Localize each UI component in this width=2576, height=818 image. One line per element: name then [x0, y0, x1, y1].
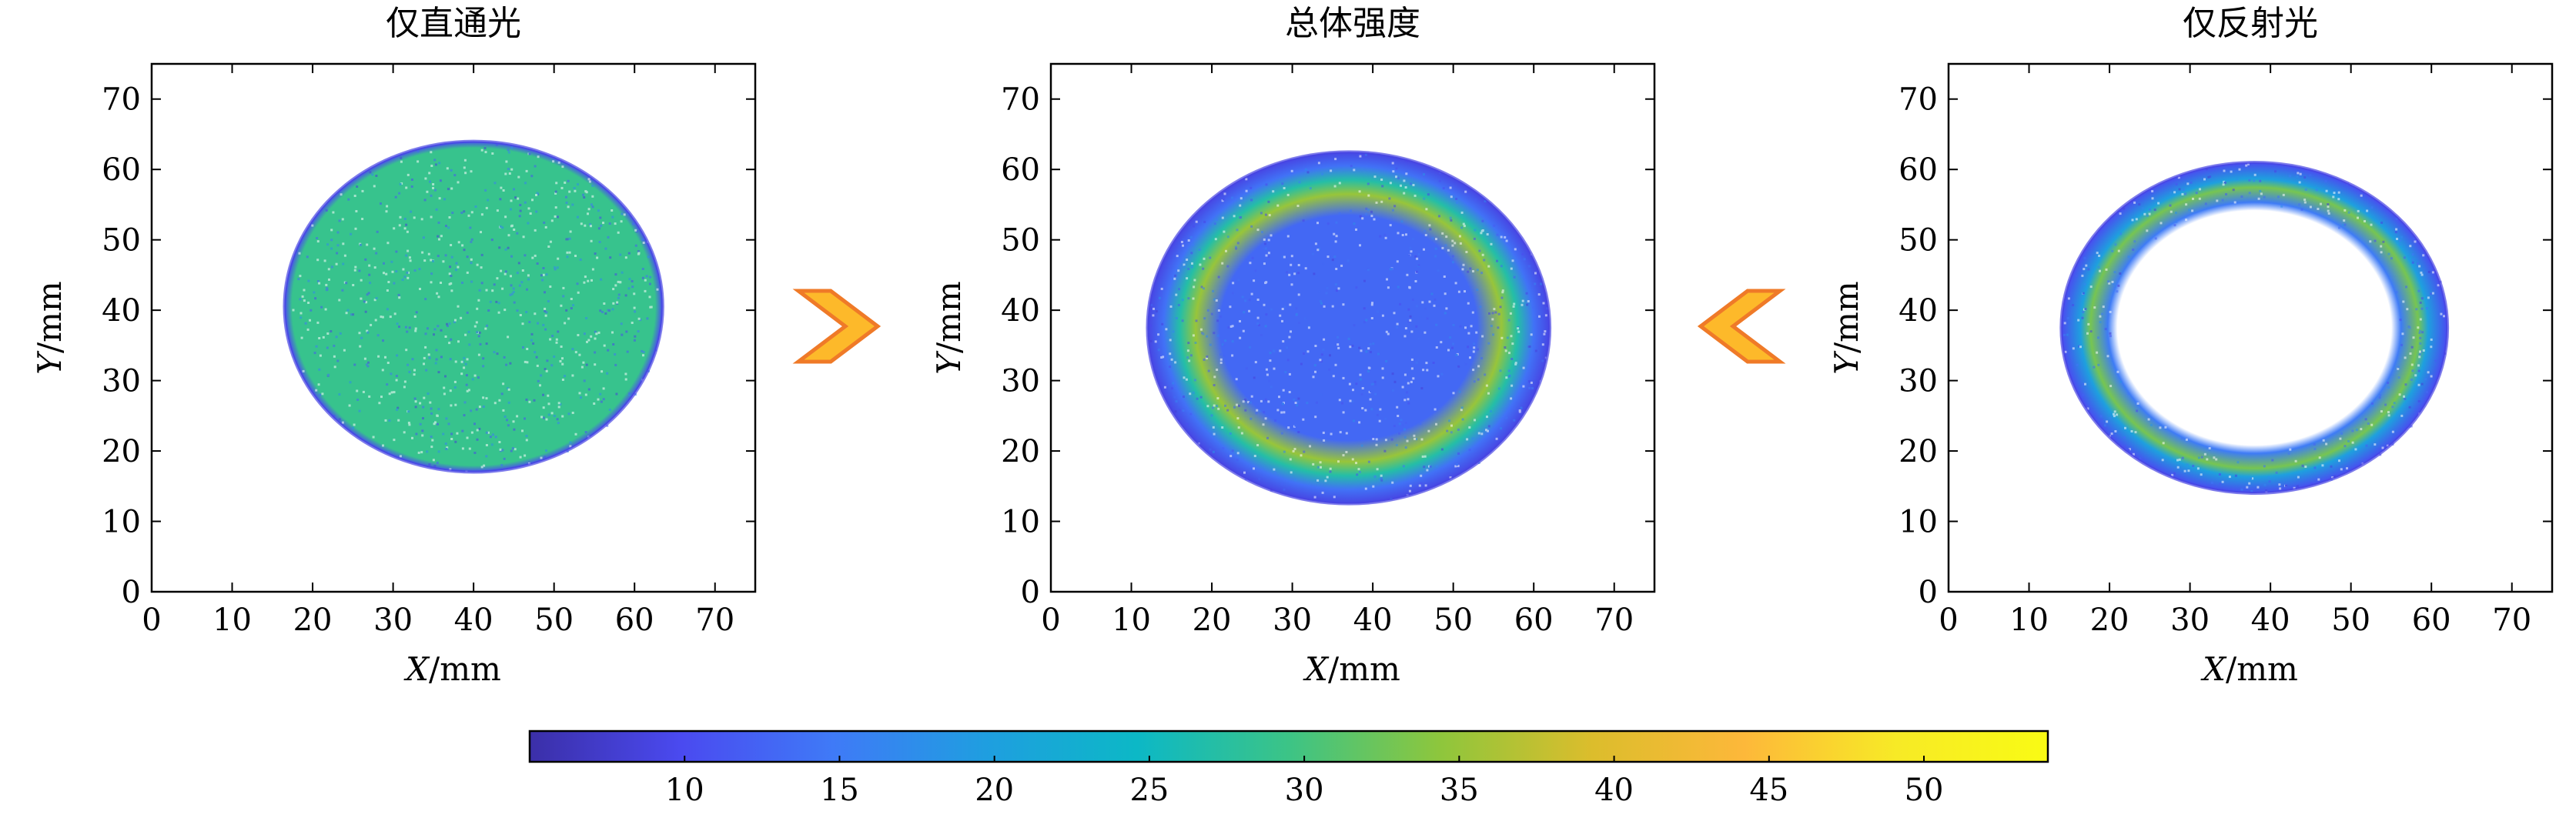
y-tick-label: 60 [1001, 152, 1040, 188]
colorbar-tick-label: 25 [1129, 773, 1169, 808]
speckle-points [1149, 152, 1549, 500]
y-tick-label: 0 [1919, 575, 1938, 610]
y-tick-label: 10 [1899, 505, 1938, 540]
x-tick-label: 20 [293, 603, 333, 638]
y-tick-label: 0 [1021, 575, 1040, 610]
panel-reflected-light: 仅反射光 0 10 20 30 40 50 60 70 0 10 20 30 40 50 60 70 X/mm Y… [1828, 4, 2554, 688]
x-tick-label: 20 [1193, 603, 1232, 638]
y-tick-label: 70 [1899, 82, 1938, 118]
x-tick-label: 40 [454, 603, 493, 638]
y-tick-label: 30 [1899, 364, 1938, 399]
y-tick-label: 10 [1001, 505, 1040, 540]
x-tick-label: 70 [2492, 603, 2531, 638]
panel-title: 仅直通光 [386, 4, 521, 43]
y-tick-label: 70 [102, 82, 141, 118]
x-tick-label: 40 [1353, 603, 1393, 638]
x-tick-label: 20 [2090, 603, 2129, 638]
y-tick-label: 20 [1899, 434, 1938, 469]
y-tick-label: 60 [1899, 152, 1938, 188]
x-tick-label: 30 [1273, 603, 1312, 638]
colorbar-tick-label: 15 [820, 773, 859, 808]
x-tick-label: 0 [1939, 603, 1958, 638]
panel-direct-light: 仅直通光 0 10 20 30 40 50 60 70 0 10 20 30 40 50 60 70 X/mm Y… [31, 4, 757, 688]
y-axis-label: Y/mm [1828, 281, 1865, 375]
x-tick-label: 30 [2170, 603, 2210, 638]
x-axis-label: X/mm [403, 650, 501, 688]
y-axis-label: Y/mm [31, 281, 69, 375]
x-tick-label: 60 [615, 603, 654, 638]
x-tick-label: 70 [695, 603, 734, 638]
y-tick-label: 0 [122, 575, 141, 610]
y-tick-label: 40 [102, 293, 141, 329]
right-chevron-arrow-icon [792, 289, 882, 364]
x-axis-label: X/mm [2200, 650, 2298, 688]
colorbar-gradient [528, 730, 2049, 763]
colorbar-tick-label: 50 [1905, 773, 1944, 808]
colorbar-tick-label: 45 [1749, 773, 1788, 808]
y-axis-label: Y/mm [930, 281, 968, 375]
beam-spot [2061, 162, 2448, 493]
beam-spot-rim [1146, 150, 1552, 506]
x-tick-label: 50 [1434, 603, 1473, 638]
y-tick-label: 40 [1001, 293, 1040, 329]
x-tick-label: 60 [2412, 603, 2451, 638]
x-tick-label: 0 [142, 603, 161, 638]
beam-spot-rim [283, 139, 664, 474]
x-tick-label: 10 [1112, 603, 1151, 638]
colorbar-tick-label: 10 [665, 773, 704, 808]
y-tick-label: 50 [1899, 223, 1938, 259]
axes-frame [1049, 62, 1656, 593]
x-tick-label: 50 [534, 603, 574, 638]
colorbar-tick-label: 35 [1440, 773, 1479, 808]
y-tick-label: 50 [102, 223, 141, 259]
axes-frame [150, 62, 757, 593]
x-tick-label: 10 [212, 603, 252, 638]
x-tick-label: 40 [2251, 603, 2290, 638]
colorbar: 10 15 20 25 30 35 40 45 50 [528, 730, 2049, 808]
colorbar-tick-label: 40 [1594, 773, 1634, 808]
y-tick-label: 20 [102, 434, 141, 469]
x-tick-label: 30 [373, 603, 413, 638]
panel-title: 仅反射光 [2183, 4, 2318, 43]
x-axis-label: X/mm [1303, 650, 1400, 688]
y-tick-label: 30 [1001, 364, 1040, 399]
y-tick-label: 30 [102, 364, 141, 399]
speckle-points [292, 143, 659, 473]
x-tick-label: 0 [1041, 603, 1060, 638]
y-tick-label: 70 [1001, 82, 1040, 118]
y-tick-label: 60 [102, 152, 141, 188]
y-tick-label: 50 [1001, 223, 1040, 259]
axes-frame [1947, 62, 2554, 593]
x-tick-label: 60 [1514, 603, 1554, 638]
x-tick-label: 10 [2009, 603, 2049, 638]
y-tick-label: 20 [1001, 434, 1040, 469]
y-tick-label: 10 [102, 505, 141, 540]
beam-spot [284, 141, 663, 472]
panel-total-intensity: 总体强度 0 10 20 30 40 50 60 70 0 10 20 30 40 50 60 70 X/mm Y… [930, 4, 1656, 688]
left-chevron-arrow-icon [1697, 289, 1786, 364]
beam-spot [1147, 152, 1551, 504]
x-tick-label: 50 [2331, 603, 2370, 638]
beam-spot-rim [2059, 161, 2450, 495]
x-tick-label: 70 [1594, 603, 1634, 638]
colorbar-tick-label: 20 [975, 773, 1014, 808]
colorbar-tick-label: 30 [1285, 773, 1324, 808]
y-tick-label: 40 [1899, 293, 1938, 329]
panel-title: 总体强度 [1285, 4, 1420, 43]
